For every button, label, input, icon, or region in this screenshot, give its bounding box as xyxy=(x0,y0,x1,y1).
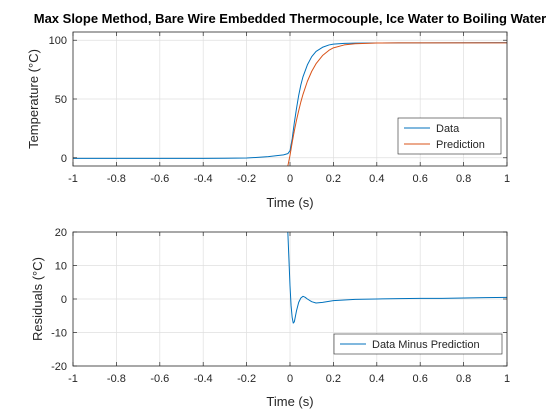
residuals-x-tick-label: 0 xyxy=(287,373,293,385)
temperature-x-tick-label: -0.8 xyxy=(107,173,126,185)
temperature-y-tick-label: 0 xyxy=(61,153,67,165)
residuals-x-tick-label: 0.4 xyxy=(369,373,384,385)
residuals-y-tick-label: -10 xyxy=(51,328,67,340)
residuals-x-tick-label: 0.6 xyxy=(413,373,428,385)
temperature-x-tick-label: 0.2 xyxy=(326,173,341,185)
temperature-x-tick-label: 0.4 xyxy=(369,173,384,185)
legend-label-prediction: Prediction xyxy=(436,139,485,151)
temperature-x-tick-label: 0.6 xyxy=(413,173,428,185)
temperature-x-tick-label: -0.6 xyxy=(150,173,169,185)
residuals-x-tick-label: -0.6 xyxy=(150,373,169,385)
residuals-y-tick-label: 0 xyxy=(61,294,67,306)
residuals-x-tick-labels: -1 -0.8 -0.6 -0.4 -0.2 0 0.2 0.4 0.6 0.8 1 xyxy=(68,373,510,385)
residuals-legend-box xyxy=(333,333,503,355)
residuals-series-lines xyxy=(287,231,508,324)
legend-label-residuals: Data Minus Prediction xyxy=(372,339,480,351)
temperature-series-lines xyxy=(73,42,508,167)
residuals-y-tick-label: 10 xyxy=(55,261,67,273)
residuals-y-axis-label: Residuals (°C) xyxy=(30,257,45,341)
temperature-legend-box xyxy=(397,117,502,155)
temperature-y-axis-label: Temperature (°C) xyxy=(26,49,41,149)
residuals-x-tick-label: -0.2 xyxy=(237,373,256,385)
temperature-tick-marks xyxy=(72,32,508,166)
residuals-x-axis-label: Time (s) xyxy=(266,394,313,409)
residuals-axes: -1 -0.8 -0.6 -0.4 -0.2 0 0.2 0.4 0.6 0.8 1 -20 -10 0… xyxy=(30,227,510,409)
residuals-y-tick-label: -20 xyxy=(51,361,67,373)
series-line-data xyxy=(73,42,508,159)
legend-label-data: Data xyxy=(436,123,460,135)
residuals-x-tick-label: -1 xyxy=(68,373,78,385)
temperature-x-tick-label: 1 xyxy=(504,173,510,185)
temperature-y-tick-labels: 0 50 100 xyxy=(49,35,67,165)
residuals-legend: Data Minus Prediction xyxy=(333,333,503,355)
residuals-x-tick-label: -0.4 xyxy=(194,373,213,385)
temperature-chart-title: Max Slope Method, Bare Wire Embedded The… xyxy=(34,11,547,26)
temperature-y-tick-label: 50 xyxy=(55,94,67,106)
residuals-y-tick-labels: -20 -10 0 10 20 xyxy=(51,227,67,373)
temperature-x-tick-label: -0.2 xyxy=(237,173,256,185)
temperature-x-tick-labels: -1 -0.8 -0.6 -0.4 -0.2 0 0.2 0.4 0.6 0.8 1 xyxy=(68,173,510,185)
temperature-legend: Data Prediction xyxy=(397,117,502,155)
series-line-prediction xyxy=(287,42,507,167)
residuals-x-tick-label: -0.8 xyxy=(107,373,126,385)
temperature-x-axis-label: Time (s) xyxy=(266,195,313,210)
series-line-data-minus-prediction xyxy=(287,231,508,324)
residuals-x-tick-label: 1 xyxy=(504,373,510,385)
temperature-x-tick-label: -0.4 xyxy=(194,173,213,185)
temperature-y-tick-label: 100 xyxy=(49,35,67,47)
residuals-x-tick-label: 0.8 xyxy=(456,373,471,385)
temperature-x-tick-label: 0.8 xyxy=(456,173,471,185)
temperature-x-tick-label: -1 xyxy=(68,173,78,185)
residuals-x-tick-label: 0.2 xyxy=(326,373,341,385)
residuals-y-tick-label: 20 xyxy=(55,227,67,239)
temperature-x-tick-label: 0 xyxy=(287,173,293,185)
temperature-axes: -1 -0.8 -0.6 -0.4 -0.2 0 0.2 0.4 0.6 0.8 1 050100 … xyxy=(26,11,546,210)
residuals-tick-marks xyxy=(72,231,508,367)
